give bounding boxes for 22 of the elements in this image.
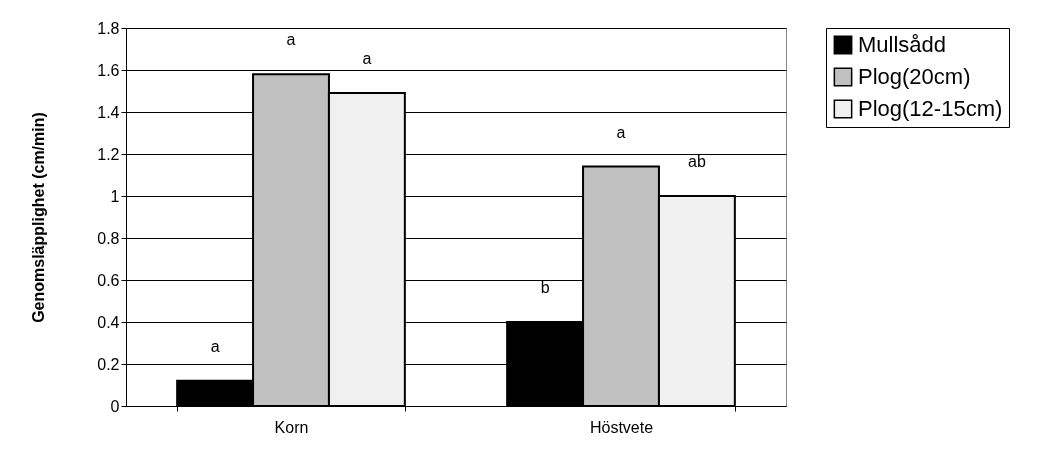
data-label: a: [210, 337, 220, 355]
legend-label: Plog(12-15cm): [858, 96, 1003, 121]
y-tick-label: 0.8: [97, 229, 120, 247]
y-tick-label: 0.4: [97, 313, 120, 331]
y-tick-label: 1: [110, 187, 120, 205]
y-tick-label: 0.2: [97, 355, 120, 373]
legend-label: Mullsådd: [858, 32, 947, 57]
y-tick-label: 1.4: [97, 103, 120, 121]
y-tick-label: 1.6: [97, 61, 120, 79]
data-label: a: [286, 31, 296, 49]
x-tick-label: Korn: [274, 418, 309, 436]
y-tick-label: 0.6: [97, 271, 120, 289]
y-tick-label: 0: [110, 397, 120, 415]
x-tick-label: Höstvete: [589, 418, 654, 436]
y-axis-title: Genomsläpplighet (cm/min): [30, 112, 48, 323]
data-label: a: [616, 123, 626, 141]
data-label: ab: [688, 153, 706, 170]
data-label: b: [540, 279, 550, 296]
legend-label: Plog(20cm): [858, 64, 971, 89]
y-tick-label: 1.8: [97, 19, 120, 37]
y-tick-label: 1.2: [97, 145, 120, 163]
data-label: a: [362, 50, 372, 68]
